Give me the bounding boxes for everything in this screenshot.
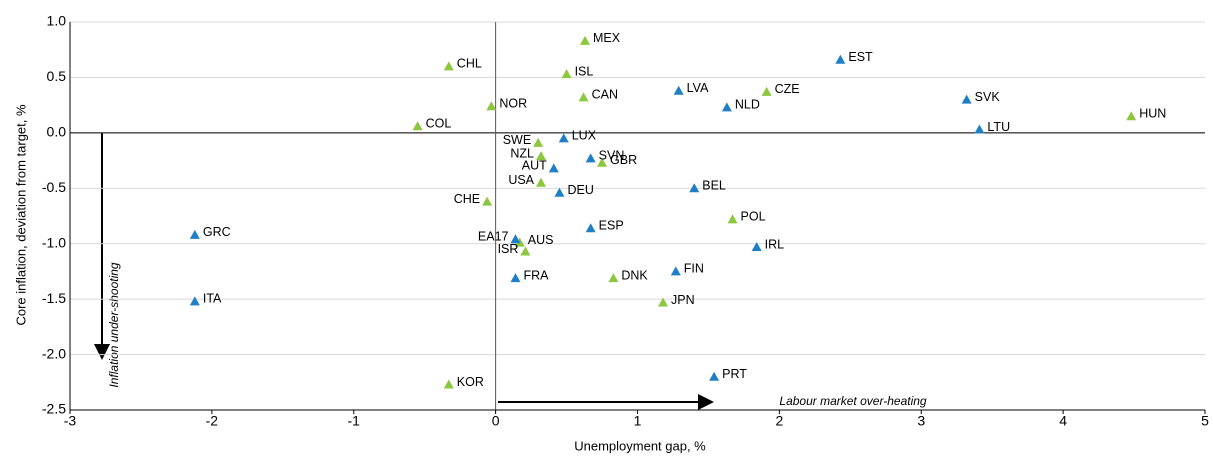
point-label: DEU: [567, 183, 593, 197]
point: [533, 137, 544, 147]
x-tick-label: 0: [492, 413, 500, 429]
point: [536, 177, 547, 187]
point-label: AUT: [522, 159, 547, 173]
point: [443, 61, 454, 71]
point-label: GBR: [610, 153, 637, 167]
point: [443, 379, 454, 389]
point: [761, 86, 772, 96]
x-tick-label: 3: [917, 413, 925, 429]
point: [1126, 111, 1137, 121]
point-label: FRA: [523, 268, 549, 282]
point-label: SVK: [975, 90, 1001, 104]
x-tick-label: -2: [206, 413, 219, 429]
y-tick-label: -0.5: [42, 179, 66, 195]
point: [578, 92, 589, 102]
point-label: ESP: [599, 218, 624, 232]
y-axis-title: Core inflation, deviation from target, %: [13, 104, 28, 326]
point-label: NLD: [735, 98, 760, 112]
point-label: ISL: [575, 64, 594, 78]
point-label: NZL: [510, 146, 534, 160]
point-label: GRC: [203, 225, 231, 239]
y-tick-label: -1.0: [42, 234, 66, 250]
point: [961, 94, 972, 104]
point-label: EST: [848, 50, 873, 64]
annotation: Inflation under-shooting: [107, 262, 121, 388]
point: [510, 273, 521, 283]
point: [536, 151, 547, 161]
point-label: HUN: [1139, 107, 1166, 121]
point-label: LVA: [687, 81, 709, 95]
point: [561, 69, 572, 79]
point: [658, 297, 669, 307]
point: [709, 371, 720, 381]
point: [486, 101, 497, 111]
x-tick-label: 2: [775, 413, 783, 429]
point-label: CZE: [775, 82, 800, 96]
point-label: EA17: [478, 230, 509, 244]
y-tick-label: -1.5: [42, 290, 66, 306]
x-axis-title: Unemployment gap, %: [574, 438, 706, 453]
point-label: CHE: [454, 192, 480, 206]
point-label: SVN: [599, 149, 625, 163]
point-label: USA: [508, 173, 534, 187]
point: [727, 214, 738, 224]
point: [548, 163, 559, 173]
point-label: LTU: [987, 120, 1010, 134]
y-tick-label: -2.5: [42, 401, 66, 417]
point-label: LUX: [572, 129, 597, 143]
y-tick-label: 0.5: [47, 68, 67, 84]
point: [751, 242, 762, 252]
point-label: FIN: [684, 262, 704, 276]
point-label: CHL: [457, 57, 482, 71]
point-label: COL: [426, 117, 452, 131]
point-label: PRT: [722, 367, 747, 381]
point: [670, 266, 681, 276]
point-label: KOR: [457, 375, 484, 389]
point-label: IRL: [765, 237, 785, 251]
point: [189, 229, 200, 239]
point-label: POL: [741, 210, 766, 224]
point: [510, 234, 521, 244]
point: [689, 183, 700, 193]
y-tick-label: 1.0: [47, 13, 67, 29]
point: [189, 296, 200, 306]
y-tick-label: 0.0: [47, 124, 67, 140]
point-label: BEL: [702, 179, 726, 193]
x-tick-label: -1: [348, 413, 361, 429]
point: [558, 133, 569, 143]
point-label: JPN: [671, 293, 695, 307]
point: [412, 121, 423, 131]
point: [673, 85, 684, 95]
x-tick-label: 4: [1059, 413, 1067, 429]
x-tick-label: -3: [64, 413, 77, 429]
point-label: NOR: [499, 97, 527, 111]
point-label: ISR: [498, 242, 519, 256]
point: [974, 124, 985, 134]
x-tick-label: 1: [634, 413, 642, 429]
x-tick-label: 5: [1201, 413, 1209, 429]
point: [597, 157, 608, 167]
y-tick-label: -2.0: [42, 345, 66, 361]
point-label: AUS: [528, 233, 554, 247]
point: [608, 273, 619, 283]
point-label: DNK: [621, 268, 648, 282]
point: [482, 196, 493, 206]
point: [721, 102, 732, 112]
annotation: Labour market over-heating: [779, 394, 927, 408]
point-label: MEX: [593, 31, 621, 45]
point-label: CAN: [592, 88, 618, 102]
point: [520, 246, 531, 256]
point: [580, 35, 591, 45]
point: [585, 223, 596, 233]
point: [585, 153, 596, 163]
point-label: SWE: [503, 133, 531, 147]
point-label: ITA: [203, 292, 222, 306]
point: [835, 54, 846, 64]
point: [554, 187, 565, 197]
